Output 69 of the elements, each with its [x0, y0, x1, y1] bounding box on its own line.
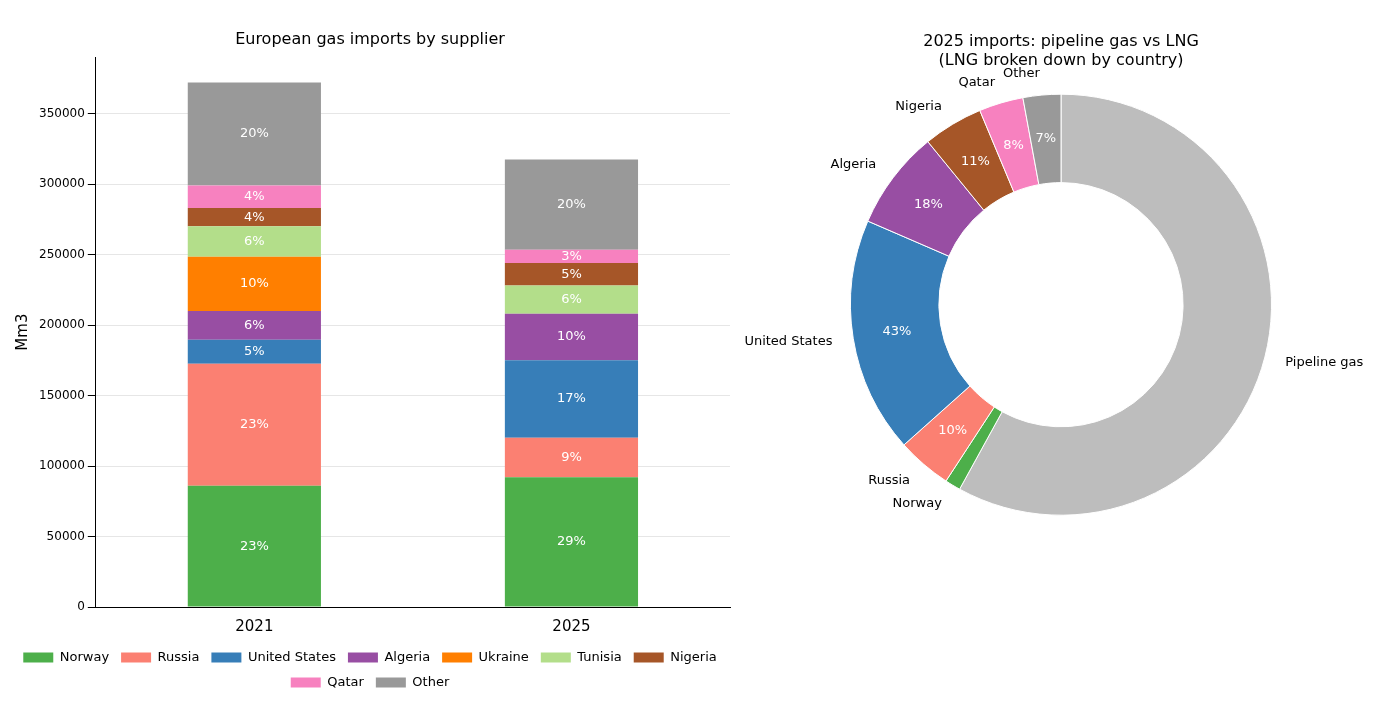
annotation: 9% [561, 448, 582, 464]
annotation: 29% [557, 533, 586, 549]
slice-label: United States [744, 333, 833, 349]
slice-label: Algeria [830, 156, 877, 172]
bar [504, 249, 639, 264]
annotation: 6% [244, 316, 265, 332]
slice-label: Russia [868, 471, 911, 487]
bar [504, 477, 639, 607]
annotation: 4% [244, 208, 265, 224]
x-tick-label: 2021 [235, 616, 274, 635]
y-tick-label: 300000 [39, 176, 85, 191]
slice-label: Other [1003, 65, 1041, 81]
slice-label: Norway [892, 494, 943, 510]
y-tick-label: 0 [77, 599, 85, 614]
chart-title: European gas imports by supplier [235, 28, 506, 48]
text: 8% [1003, 136, 1024, 152]
annotation: 6% [244, 232, 265, 248]
annotation: 17% [557, 390, 586, 406]
bar [504, 285, 639, 314]
annotation: 23% [239, 416, 269, 432]
x-tick-label: 2025 [552, 616, 591, 635]
annotation: 10% [557, 328, 586, 344]
text: 10% [938, 422, 968, 438]
annotation: 10% [239, 275, 269, 291]
annotation: 5% [561, 265, 582, 281]
bar [187, 363, 321, 486]
legend-label: Other [412, 673, 450, 689]
annotation: 6% [561, 291, 582, 307]
annotation: 23% [239, 537, 269, 553]
y-tick-label: 100000 [39, 458, 85, 473]
legend-label: Norway [59, 648, 110, 664]
slice-label: Pipeline gas [1285, 353, 1364, 369]
annotation: 4% [244, 188, 265, 204]
y-tick-label: 150000 [39, 387, 85, 402]
legend-label: Ukraine [478, 648, 529, 664]
y-axis-title: Mm3 [12, 313, 31, 351]
y-tick-label: 250000 [39, 246, 85, 261]
slice-label: Qatar [958, 74, 996, 90]
bar [504, 360, 639, 438]
annotation: 3% [561, 247, 582, 263]
bar [187, 185, 321, 209]
bar [187, 339, 321, 364]
y-tick-label: 200000 [39, 317, 85, 332]
legend-label: Algeria [384, 648, 431, 664]
bar [187, 256, 321, 311]
bar [187, 208, 321, 227]
text: 11% [961, 153, 990, 169]
legend-label: Nigeria [670, 648, 717, 664]
bar [187, 82, 321, 186]
annotation: 20% [239, 125, 269, 141]
bar [504, 159, 639, 250]
bar [187, 310, 321, 340]
annotation: 20% [557, 195, 586, 211]
y-tick-label: 50000 [46, 528, 85, 543]
legend-label: Russia [157, 648, 200, 664]
text: 7% [1035, 130, 1057, 146]
bar [504, 437, 639, 478]
bar [187, 485, 321, 607]
text: 43% [882, 322, 912, 338]
legend-label: Tunisia [576, 648, 622, 664]
annotation: 5% [244, 343, 265, 359]
y-tick-label: 350000 [39, 105, 85, 120]
slice-label: Nigeria [895, 97, 942, 113]
text: 18% [913, 195, 943, 211]
legend-label: Qatar [327, 673, 365, 689]
bar [187, 226, 321, 257]
bar [504, 263, 639, 286]
legend-label: United States [247, 648, 337, 664]
bar [504, 313, 639, 361]
